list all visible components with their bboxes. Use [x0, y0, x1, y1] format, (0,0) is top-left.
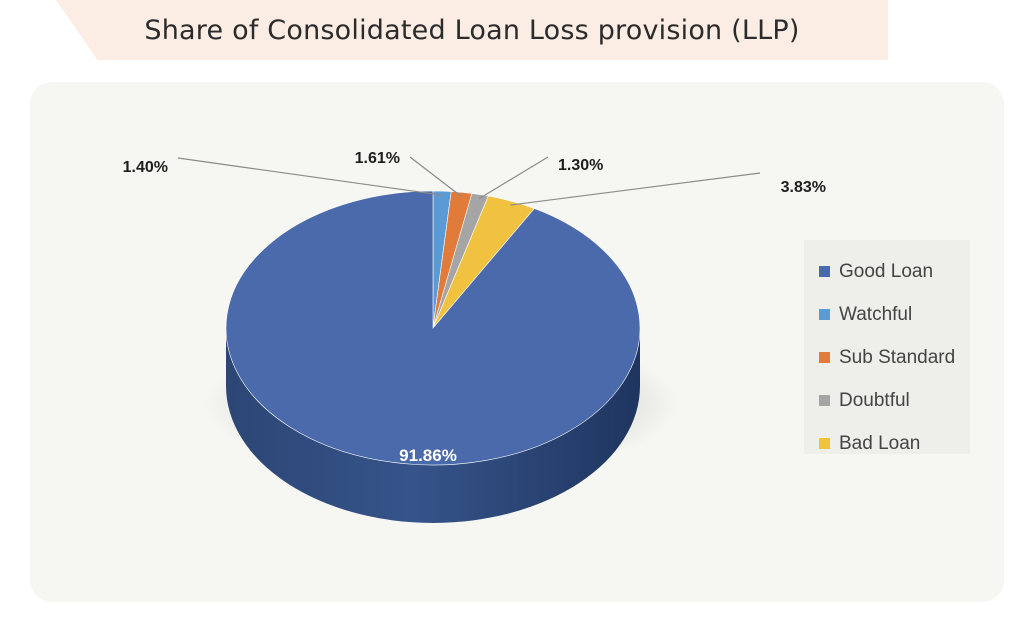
legend-item-good-loan: Good Loan	[804, 250, 970, 293]
legend-item-sub-standard: Sub Standard	[804, 336, 970, 379]
chart-title: Share of Consolidated Loan Loss provisio…	[144, 14, 800, 46]
data-label-bad-loan: 3.83%	[781, 179, 826, 196]
data-label-good-loan: 91.86%	[399, 446, 457, 465]
legend-swatch	[819, 352, 830, 363]
legend-swatch	[819, 438, 830, 449]
legend-label: Doubtful	[839, 389, 910, 411]
legend-swatch	[819, 266, 830, 277]
legend-item-bad-loan: Bad Loan	[804, 422, 970, 465]
data-label-doubtful: 1.30%	[558, 157, 603, 174]
leader-line-watchful	[177, 157, 443, 196]
pie-side-wall	[226, 328, 640, 523]
leader-line-doubtful	[478, 156, 549, 200]
legend-swatch	[819, 309, 830, 320]
legend-label: Bad Loan	[839, 432, 921, 454]
legend-swatch	[819, 395, 830, 406]
legend-item-doubtful: Doubtful	[804, 379, 970, 422]
legend-item-watchful: Watchful	[804, 293, 970, 336]
leader-line-sub-standard	[409, 156, 462, 197]
data-label-sub-standard: 1.61%	[355, 150, 400, 167]
legend-label: Sub Standard	[839, 346, 956, 368]
title-banner	[56, 0, 888, 60]
legend-label: Good Loan	[839, 260, 934, 282]
pie-slice-good-loan	[225, 190, 641, 466]
leader-line-bad-loan	[510, 172, 761, 206]
data-label-watchful: 1.40%	[123, 159, 168, 176]
legend: Good Loan Watchful Sub Standard Doubtful Bad…	[804, 240, 970, 454]
legend-label: Watchful	[839, 303, 913, 325]
